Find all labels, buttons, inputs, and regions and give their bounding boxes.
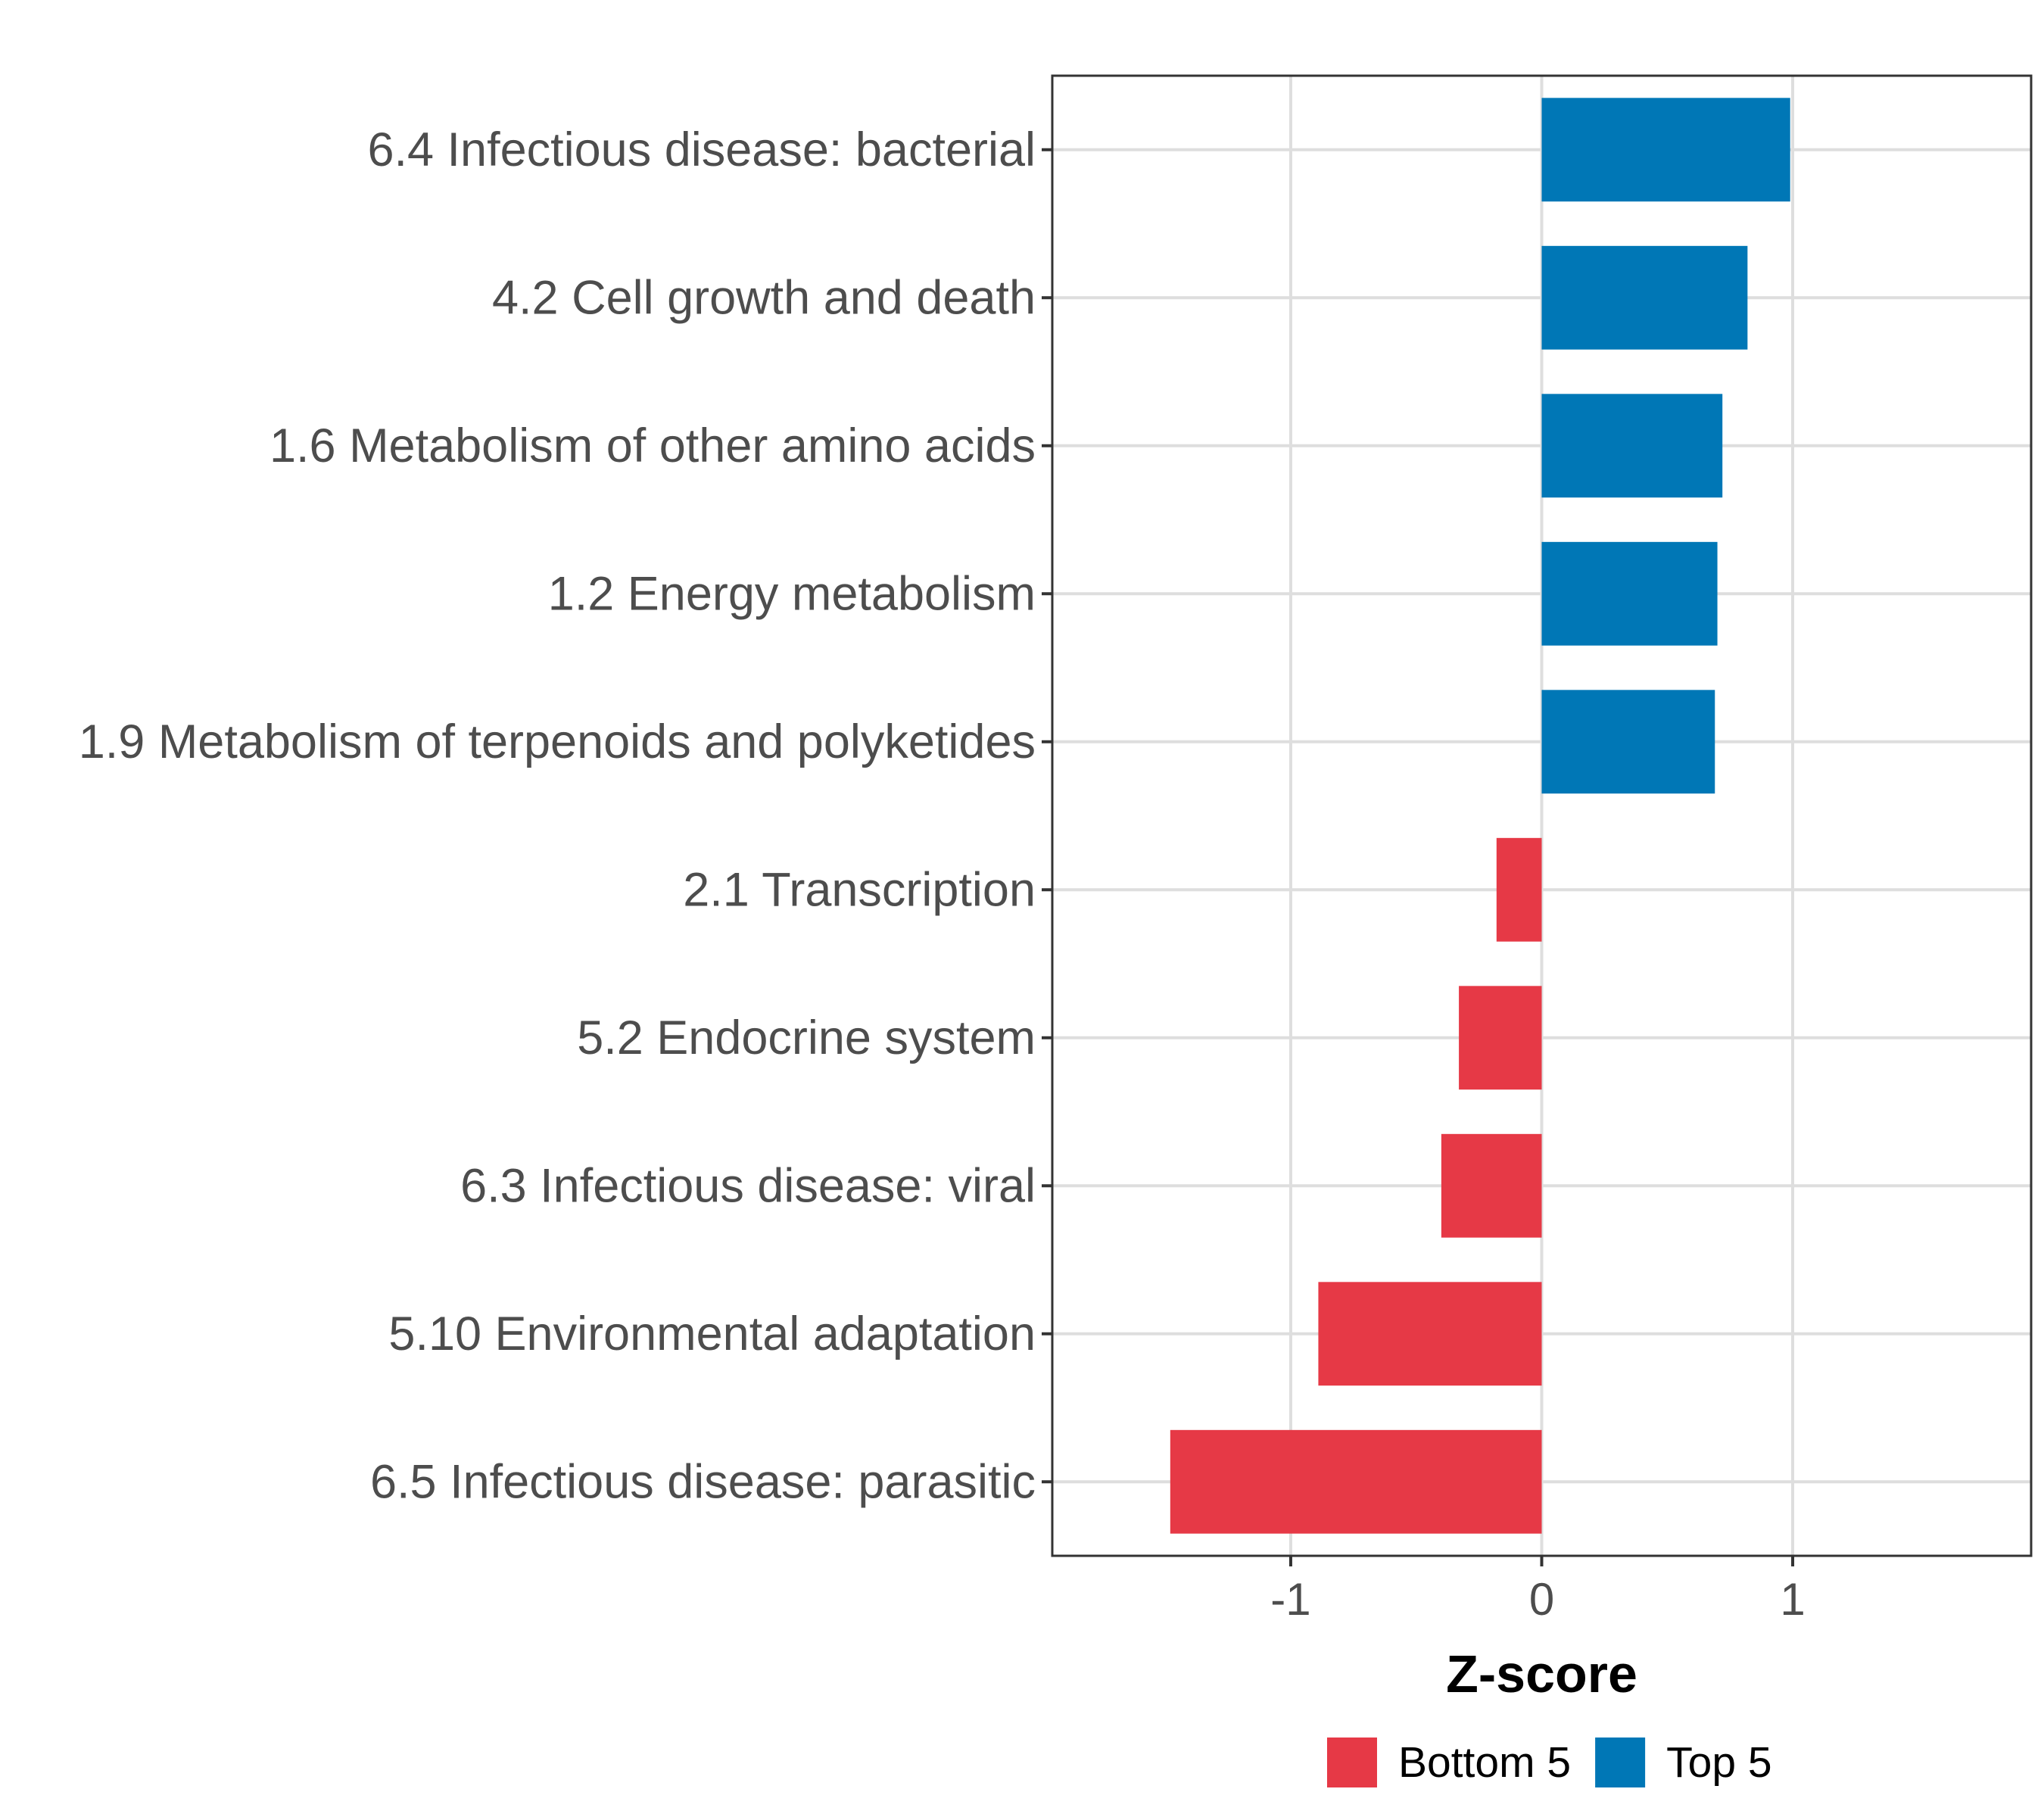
legend-key-1 [1327, 1738, 1377, 1787]
legend-label: Bottom 5 [1398, 1738, 1571, 1787]
legend-key-2 [1595, 1738, 1646, 1787]
bar-4 [1541, 541, 1718, 646]
y-tick-label: 5.2 Endocrine system [577, 1011, 1036, 1064]
y-tick-label: 1.6 Metabolism of other amino acids [270, 419, 1036, 472]
y-tick-label: 1.9 Metabolism of terpenoids and polyket… [79, 715, 1036, 768]
y-tick-label: 4.2 Cell growth and death [492, 271, 1036, 324]
y-tick-label: 5.10 Environmental adaptation [388, 1307, 1036, 1360]
bar-9 [1318, 1282, 1542, 1386]
y-tick-label: 6.5 Infectious disease: parasitic [370, 1455, 1036, 1508]
y-axis: 6.4 Infectious disease: bacterial 4.2 Cel… [79, 123, 1052, 1508]
x-axis: -1 0 1 [1270, 1556, 1806, 1625]
x-tick-label: 0 [1529, 1574, 1554, 1625]
y-tick-label: 1.2 Energy metabolism [548, 567, 1036, 620]
bar-10 [1170, 1429, 1542, 1534]
bars [1170, 98, 1790, 1534]
bar-1 [1541, 98, 1790, 202]
y-tick-label: 6.4 Infectious disease: bacterial [367, 123, 1036, 176]
bar-7 [1459, 986, 1542, 1090]
y-tick-label: 2.1 Transcription [683, 863, 1036, 916]
bar-5 [1541, 690, 1715, 794]
bar-2 [1541, 245, 1748, 350]
bar-6 [1496, 837, 1542, 942]
x-tick-label: -1 [1270, 1574, 1310, 1625]
y-tick-label: 6.3 Infectious disease: viral [460, 1159, 1036, 1212]
bar-3 [1541, 394, 1723, 498]
x-tick-label: 1 [1780, 1574, 1805, 1625]
bar-8 [1441, 1133, 1542, 1238]
x-axis-title: Z-score [1446, 1644, 1637, 1703]
legend-label: Top 5 [1666, 1738, 1771, 1787]
legend: Bottom 5 Top 5 [1327, 1738, 1772, 1787]
